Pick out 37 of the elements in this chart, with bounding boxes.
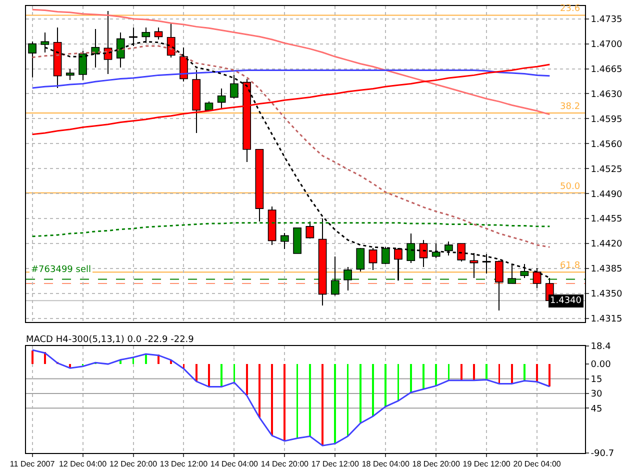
x-tick-label: 13 Dec 12:00 — [160, 460, 208, 469]
y-tick-label: 1.4735 — [590, 14, 622, 25]
y-tick-label: -90.7 — [590, 449, 614, 460]
y-tick-label: 0.00 — [590, 360, 612, 370]
y-tick-label: 1.4560 — [590, 140, 623, 150]
y-tick-label: 15 — [590, 374, 602, 385]
x-tick-label: 18 Dec 04:00 — [362, 460, 410, 469]
x-tick-label: 19 Dec 12:00 — [462, 460, 511, 469]
y-tick-label: 1.4350 — [590, 290, 623, 300]
annotation: 50.0 — [560, 182, 580, 192]
y-tick-label: 18.4 — [590, 342, 612, 352]
annotation: 61.8 — [560, 261, 580, 271]
x-tick-label: 14 Dec 20:00 — [260, 460, 310, 469]
y-tick-label: 1.4455 — [590, 214, 622, 225]
y-tick-label: 30 — [590, 390, 603, 400]
y-tick-label: 1.4525 — [590, 164, 622, 175]
y-tick-label: 1.4490 — [590, 190, 623, 200]
x-tick-label: 12 Dec 20:00 — [109, 460, 158, 469]
y-tick-label: 1.4700 — [590, 40, 623, 50]
y-tick-label: 1.4315 — [590, 314, 622, 325]
x-tick-label: 14 Dec 04:00 — [210, 460, 259, 469]
ref-line-label: 1.4340 — [550, 296, 582, 306]
y-tick-label: 45 — [590, 404, 602, 414]
chart-title: MACD H4-300(5,13,1) 0.0 -22.9 -22.9 — [26, 335, 194, 345]
y-tick-label: 1.4420 — [590, 240, 623, 250]
annotation: 23.6 — [560, 4, 580, 14]
x-tick-label: 18 Dec 20:00 — [412, 460, 460, 469]
x-tick-label: 20 Dec 04:00 — [513, 460, 562, 469]
x-tick-label: 17 Dec 12:00 — [311, 460, 360, 469]
y-tick-label: 1.4595 — [590, 114, 622, 125]
ref-line-label: #763499 sell — [31, 265, 91, 275]
y-tick-label: 1.4385 — [590, 264, 622, 275]
x-tick-label: 12 Dec 04:00 — [58, 460, 108, 469]
x-tick-label: 11 Dec 2007 — [10, 460, 56, 469]
y-tick-label: 1.4630 — [590, 90, 623, 100]
y-tick-label: 1.4665 — [590, 64, 622, 75]
annotation: 38.2 — [560, 102, 580, 112]
